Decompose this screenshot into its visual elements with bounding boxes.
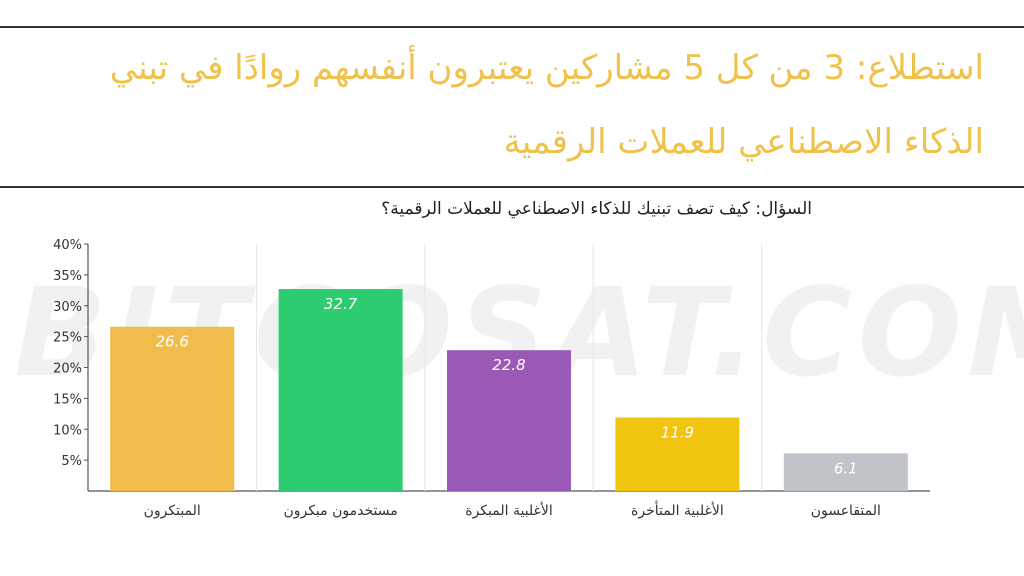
- bar: [447, 350, 571, 491]
- bar: [783, 453, 908, 491]
- y-tick-label: 35%: [53, 269, 82, 284]
- bar: [278, 289, 403, 491]
- category-label: الأغلبية المتأخرة: [631, 500, 724, 519]
- bar-value-label: 6.1: [834, 459, 858, 477]
- category-label: المبتكرون: [144, 503, 201, 519]
- category-label: الأغلبية المبكرة: [465, 501, 553, 519]
- category-label: المتقاعسون: [811, 503, 881, 519]
- category-label: مستخدمون مبكرون: [283, 503, 397, 519]
- headline-line-2: الذكاء الاصطناعي للعملات الرقمية: [503, 122, 984, 162]
- bar-value-label: 26.6: [155, 333, 188, 351]
- bar-value-label: 22.8: [492, 356, 525, 374]
- bar-value-label: 32.7: [324, 295, 358, 313]
- bar: [615, 417, 740, 491]
- y-tick-label: 10%: [53, 423, 82, 438]
- y-tick-label: 25%: [53, 331, 82, 346]
- chart-title: السؤال: كيف تصف تبنيك للذكاء الاصطناعي ل…: [381, 199, 812, 219]
- headline-line-1: استطلاع: 3 من كل 5 مشاركين يعتبرون أنفسه…: [109, 48, 984, 88]
- headline-box: استطلاع: 3 من كل 5 مشاركين يعتبرون أنفسه…: [0, 26, 1024, 188]
- bar: [110, 326, 235, 491]
- y-tick-label: 5%: [61, 454, 82, 469]
- y-tick-label: 15%: [53, 392, 82, 407]
- y-tick-label: 30%: [53, 300, 82, 315]
- y-tick-label: 40%: [53, 238, 82, 253]
- y-tick-label: 20%: [53, 362, 82, 377]
- bar-value-label: 11.9: [661, 424, 694, 442]
